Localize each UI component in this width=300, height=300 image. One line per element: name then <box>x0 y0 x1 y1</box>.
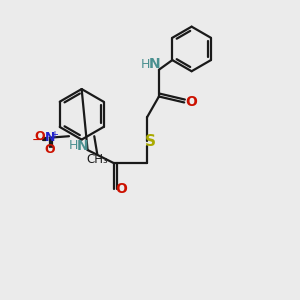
Text: S: S <box>145 134 155 148</box>
Text: O: O <box>115 182 127 196</box>
Text: CH₃: CH₃ <box>86 154 108 166</box>
Text: N: N <box>44 130 55 144</box>
Text: H: H <box>141 58 150 71</box>
Text: −: − <box>32 134 42 147</box>
Text: O: O <box>185 95 197 110</box>
Text: N: N <box>148 57 160 71</box>
Text: +: + <box>50 130 58 140</box>
Text: N: N <box>76 139 88 152</box>
Text: H: H <box>69 139 78 152</box>
Text: O: O <box>44 143 55 156</box>
Text: O: O <box>35 130 46 143</box>
